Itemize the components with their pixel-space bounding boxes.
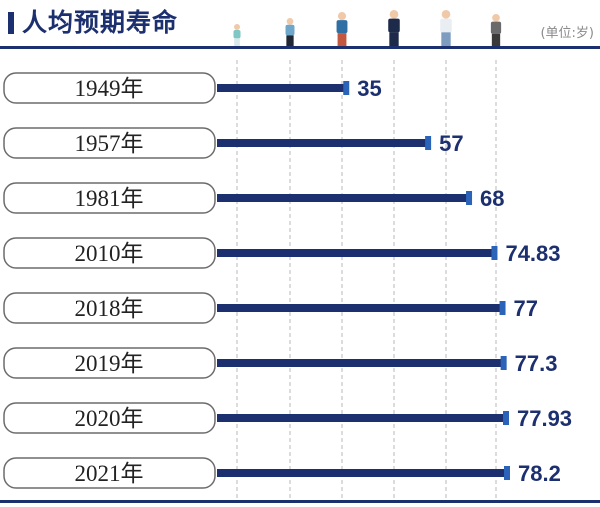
bar-row: 1981年 68 — [3, 182, 505, 214]
category-label-box — [3, 292, 216, 324]
head — [234, 24, 240, 30]
legs — [491, 33, 501, 46]
head — [492, 14, 500, 22]
category-label: 2019年 — [75, 351, 144, 376]
bar-cap — [425, 136, 432, 150]
value-label: 68 — [480, 186, 504, 211]
head — [337, 12, 347, 21]
value-label: 78.2 — [518, 461, 561, 486]
child-icon — [285, 18, 295, 46]
bar-cap — [504, 466, 510, 480]
category-label-box — [3, 457, 216, 489]
bar-cap — [499, 301, 506, 315]
category-label: 2018年 — [75, 296, 144, 321]
adult-icon — [440, 10, 452, 46]
torso — [285, 24, 295, 36]
title-rule — [0, 46, 600, 49]
category-label-box — [3, 347, 216, 379]
bar — [217, 414, 507, 422]
page-title: 人均预期寿命 — [22, 8, 179, 37]
bar-row: 2020年 77.93 — [3, 402, 572, 434]
grid-lines — [236, 60, 497, 500]
bar-cap — [500, 356, 507, 370]
bar — [217, 469, 508, 477]
value-label: 74.83 — [505, 241, 560, 266]
bar-row: 1949年 35 — [3, 72, 382, 104]
bar — [217, 249, 496, 257]
value-label: 77.93 — [517, 406, 572, 431]
unit-note: (单位:岁) — [540, 26, 594, 41]
category-label-box — [3, 182, 216, 214]
baby-icon — [233, 24, 241, 46]
legs — [286, 35, 294, 46]
bar — [217, 304, 504, 312]
category-label-box — [3, 72, 216, 104]
elder-icon — [490, 14, 502, 46]
bar — [217, 194, 471, 202]
young-adult-icon — [336, 12, 348, 46]
value-label: 57 — [439, 131, 463, 156]
value-label: 77.3 — [515, 351, 558, 376]
value-label: 35 — [357, 76, 381, 101]
bar-row: 2010年 74.83 — [3, 237, 561, 269]
bar-cap — [466, 191, 473, 205]
header: 人均预期寿命 (单位:岁) — [0, 0, 600, 50]
bar-cap — [343, 81, 350, 95]
head — [286, 18, 294, 25]
category-label: 1949年 — [75, 76, 144, 101]
title-marker — [8, 12, 14, 34]
category-label-box — [3, 402, 216, 434]
torso — [490, 21, 502, 34]
category-label: 2020年 — [75, 406, 144, 431]
bar-row: 1957年 57 — [3, 127, 464, 159]
bar — [217, 359, 505, 367]
bar-cap — [502, 411, 509, 425]
torso — [388, 18, 400, 33]
torso — [233, 30, 241, 39]
bar-row: 2021年 78.2 — [3, 457, 561, 489]
category-label: 1981年 — [75, 186, 144, 211]
head — [389, 10, 399, 19]
head — [441, 10, 451, 19]
bar-row: 2018年 77 — [3, 292, 538, 324]
category-label: 1957年 — [75, 131, 144, 156]
bar — [217, 84, 348, 92]
legs — [234, 38, 240, 46]
category-label-box — [3, 237, 216, 269]
bar-cap — [491, 246, 498, 260]
legs — [337, 33, 347, 46]
bar-row: 2019年 77.3 — [3, 347, 558, 379]
torso — [336, 20, 348, 34]
category-label-box — [3, 127, 216, 159]
bar — [217, 139, 430, 147]
value-label: 77 — [514, 296, 538, 321]
man-icon — [388, 10, 400, 46]
legs — [389, 32, 399, 46]
legs — [441, 32, 451, 46]
torso — [440, 18, 452, 33]
bottom-rule — [0, 500, 600, 503]
category-label: 2021年 — [75, 461, 144, 486]
category-label: 2010年 — [75, 241, 144, 266]
